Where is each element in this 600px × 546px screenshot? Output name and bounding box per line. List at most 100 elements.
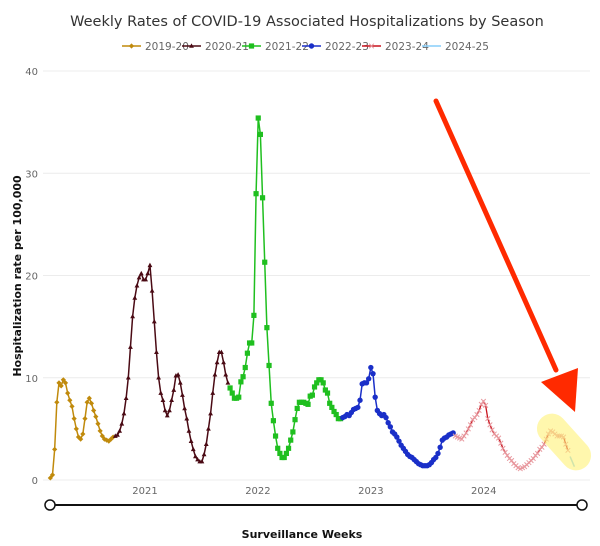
x-marker (461, 433, 467, 439)
diamond-marker (99, 433, 105, 439)
square-marker (324, 390, 331, 396)
x-marker (478, 401, 484, 407)
square-marker (309, 392, 315, 398)
legend-item-2020-21[interactable]: 2020-21 (182, 41, 249, 53)
series-2020-21 (112, 262, 231, 464)
circle-marker (355, 404, 361, 411)
triangle-marker (156, 375, 162, 380)
diamond-marker (108, 436, 114, 442)
circle-marker (385, 420, 391, 426)
triangle-marker (182, 405, 188, 411)
square-marker (259, 195, 266, 201)
triangle-marker (143, 276, 149, 282)
range-slider-end-handle[interactable] (576, 499, 588, 511)
legend-item-2023-24[interactable]: 2023-24 (362, 41, 429, 53)
triangle-marker (195, 456, 200, 462)
triangle-marker (132, 295, 138, 300)
x-marker (485, 415, 491, 422)
circle-marker (383, 414, 389, 421)
series-2021-22 (227, 115, 344, 461)
triangle-marker (214, 359, 220, 365)
triangle-marker (189, 43, 194, 48)
circle-marker (437, 444, 443, 450)
diamond-marker (91, 407, 97, 414)
circle-marker (372, 394, 378, 400)
triangle-marker (193, 453, 198, 459)
circle-marker (357, 397, 363, 403)
x-marker (539, 444, 545, 450)
y-tick-label: 10 (25, 374, 38, 385)
triangle-marker (147, 262, 153, 268)
y-axis-label: Hospitalization rate per 100,000 (11, 175, 24, 377)
x-marker (502, 449, 508, 456)
y-tick-label: 30 (25, 169, 38, 180)
triangle-marker (115, 432, 120, 437)
series-2019-20 (47, 377, 116, 481)
diamond-marker (86, 395, 92, 401)
triangle-marker (199, 458, 205, 464)
y-tick-label: 20 (25, 272, 38, 283)
diamond-marker (52, 446, 58, 452)
red-arrow-head-icon (541, 368, 578, 412)
triangle-marker (208, 410, 213, 416)
legend-item-2024-25[interactable]: 2024-25 (422, 41, 489, 53)
triangle-marker (149, 288, 155, 293)
triangle-marker (167, 407, 172, 413)
x-axis-label: Surveillance Weeks (242, 528, 363, 541)
x-marker (500, 445, 506, 451)
square-marker (264, 325, 270, 331)
square-marker (240, 374, 246, 380)
x-marker (482, 402, 489, 409)
x-marker (463, 430, 469, 436)
triangle-marker (154, 349, 159, 354)
triangle-marker (219, 349, 224, 354)
diamond-marker (71, 416, 77, 422)
circle-marker (435, 450, 441, 457)
range-slider[interactable] (44, 499, 588, 511)
x-marker (474, 411, 480, 418)
diamond-marker (60, 377, 66, 383)
circle-marker (363, 380, 370, 386)
x-marker (467, 422, 474, 428)
legend-item-2021-22[interactable]: 2021-22 (242, 41, 309, 53)
legend-label: 2019-20 (145, 41, 189, 53)
square-marker (249, 340, 255, 346)
triangle-marker (130, 313, 136, 319)
diamond-marker (78, 436, 84, 442)
circle-marker (394, 434, 400, 440)
diamond-marker (67, 397, 73, 403)
diamond-marker (58, 383, 64, 389)
diamond-marker (84, 399, 90, 405)
x-marker (476, 407, 482, 414)
square-marker (329, 404, 335, 411)
square-marker (244, 350, 251, 356)
circle-marker (368, 364, 374, 371)
x-marker (495, 435, 502, 441)
triangle-marker (164, 412, 170, 418)
legend: 2019-20 2020-21 2021-22 2022-23 2023-24 2024-… (122, 41, 489, 53)
square-marker (288, 437, 294, 443)
x-tick-label: 2022 (245, 486, 270, 497)
square-marker (292, 417, 298, 423)
square-marker (275, 445, 281, 451)
square-marker (281, 454, 287, 461)
legend-item-2022-23[interactable]: 2022-23 (302, 41, 369, 53)
square-marker (262, 259, 268, 265)
square-marker (277, 450, 283, 457)
triangle-marker (201, 451, 207, 457)
square-marker (255, 115, 261, 121)
x-marker (508, 457, 515, 464)
legend-item-2019-20[interactable]: 2019-20 (122, 41, 189, 53)
square-marker (272, 433, 279, 439)
range-slider-start-handle[interactable] (44, 499, 56, 511)
diamond-marker (88, 400, 95, 406)
triangle-marker (190, 446, 196, 452)
triangle-marker (121, 410, 127, 416)
square-marker (318, 377, 324, 383)
square-marker (270, 418, 276, 424)
x-marker (498, 440, 504, 446)
diamond-marker (73, 426, 79, 432)
square-marker (242, 364, 248, 371)
triangle-marker (186, 428, 192, 433)
highlight-marker (536, 413, 592, 471)
